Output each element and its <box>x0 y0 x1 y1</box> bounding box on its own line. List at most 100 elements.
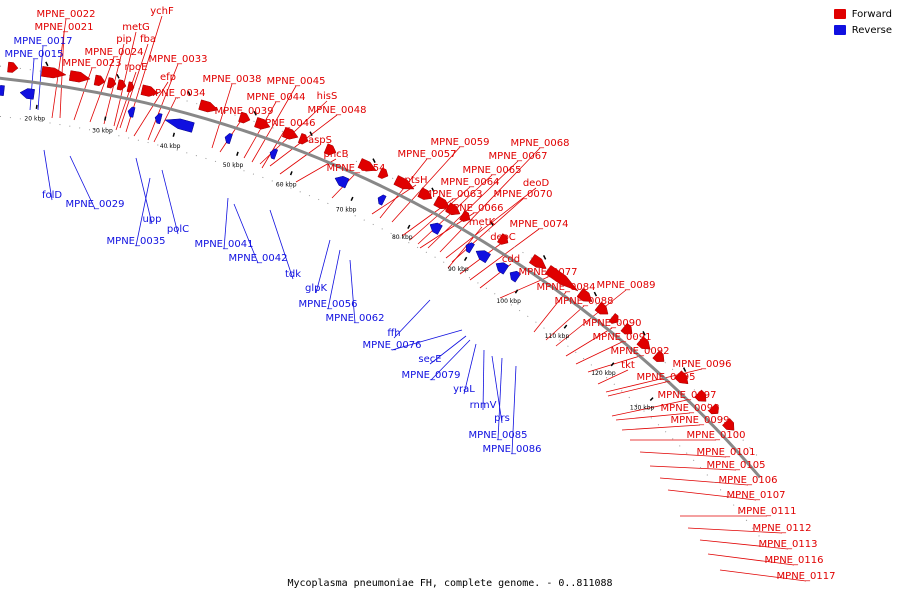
gene-label[interactable]: metK <box>469 217 496 228</box>
gene-feature[interactable] <box>19 88 35 100</box>
gene-label[interactable]: folD <box>42 190 62 201</box>
gene-label[interactable]: MPNE_0059 <box>431 137 490 148</box>
gene-feature[interactable] <box>445 202 461 216</box>
gene-labels[interactable]: MPNE_0022MPNE_0021MPNE_0023MPNE_0024pipm… <box>5 6 836 582</box>
gene-feature[interactable] <box>576 288 593 302</box>
gene-feature[interactable] <box>127 106 136 118</box>
gene-label[interactable]: MPNE_0088 <box>555 296 614 307</box>
gene-feature[interactable] <box>377 167 389 179</box>
gene-feature[interactable] <box>528 254 547 269</box>
gene-label[interactable]: MPNE_0099 <box>671 415 730 426</box>
gene-feature[interactable] <box>708 403 719 415</box>
gene-label[interactable]: ychF <box>150 6 174 17</box>
gene-label[interactable]: prs <box>494 413 510 424</box>
gene-feature[interactable] <box>269 148 279 160</box>
gene-feature[interactable] <box>475 250 491 264</box>
gene-feature[interactable] <box>433 195 451 210</box>
gene-label[interactable]: MPNE_0042 <box>229 253 288 264</box>
gene-label[interactable]: polC <box>167 224 189 235</box>
gene-feature[interactable] <box>281 126 299 140</box>
gene-label[interactable]: MPNE_0077 <box>519 267 578 278</box>
gene-label[interactable]: MPNE_0022 <box>37 9 96 20</box>
gene-label[interactable]: MPNE_0064 <box>441 177 500 188</box>
gene-feature[interactable] <box>224 133 233 145</box>
gene-feature[interactable] <box>636 336 651 350</box>
gene-label[interactable]: efp <box>160 72 176 83</box>
gene-feature[interactable] <box>694 389 707 402</box>
gene-label[interactable]: tkt <box>621 360 635 371</box>
gene-label[interactable]: MPNE_0067 <box>489 151 548 162</box>
gene-label[interactable]: MPNE_0015 <box>5 49 64 60</box>
gene-label[interactable]: MPNE_0117 <box>777 571 836 582</box>
gene-feature[interactable] <box>357 158 377 172</box>
gene-feature[interactable] <box>377 194 387 206</box>
gene-label[interactable]: MPNE_0111 <box>738 506 797 517</box>
gene-label[interactable]: MPNE_0034 <box>147 88 206 99</box>
gene-feature[interactable] <box>254 117 271 130</box>
legend-item-reverse[interactable]: Reverse <box>833 22 892 38</box>
gene-feature[interactable] <box>126 81 135 93</box>
gene-label[interactable]: MPNE_0024 <box>85 47 144 58</box>
gene-label[interactable]: MPNE_0089 <box>597 280 656 291</box>
gene-label[interactable]: MPNE_0106 <box>719 475 778 486</box>
gene-label[interactable]: upp <box>142 214 161 225</box>
gene-label[interactable]: secE <box>418 354 441 365</box>
gene-label[interactable]: MPNE_0038 <box>203 74 262 85</box>
gene-label[interactable]: ptsH <box>405 175 428 186</box>
gene-feature[interactable] <box>509 270 522 283</box>
gene-feature[interactable] <box>116 79 127 91</box>
gene-label[interactable]: deoD <box>523 178 550 189</box>
gene-feature[interactable] <box>68 70 91 83</box>
gene-label[interactable]: MPNE_0063 <box>424 189 483 200</box>
gene-label[interactable]: MPNE_0029 <box>66 199 125 210</box>
gene-label[interactable]: pncB <box>323 149 348 160</box>
gene-label[interactable]: MPNE_0017 <box>14 36 73 47</box>
gene-feature[interactable] <box>41 66 67 79</box>
legend-item-forward[interactable]: Forward <box>833 6 892 22</box>
gene-label[interactable]: MPNE_0113 <box>759 539 818 550</box>
gene-label[interactable]: MPNE_0116 <box>765 555 824 566</box>
gene-label[interactable]: MPNE_0090 <box>583 318 642 329</box>
gene-label[interactable]: MPNE_0084 <box>537 282 596 293</box>
gene-feature[interactable] <box>652 350 665 362</box>
gene-label[interactable]: yraL <box>453 384 475 395</box>
gene-label[interactable]: MPNE_0095 <box>637 372 696 383</box>
gene-feature[interactable] <box>594 301 609 315</box>
gene-label[interactable]: MPNE_0062 <box>326 313 385 324</box>
gene-feature[interactable] <box>106 77 117 89</box>
gene-feature[interactable] <box>297 132 309 145</box>
gene-label[interactable]: MPNE_0066 <box>445 203 504 214</box>
gene-label[interactable]: ffh <box>387 328 400 339</box>
gene-feature[interactable] <box>0 85 5 96</box>
gene-feature[interactable] <box>7 61 19 73</box>
gene-label[interactable]: MPNE_0074 <box>510 219 569 230</box>
gene-feature[interactable] <box>722 417 735 431</box>
gene-label[interactable]: rnmV <box>470 400 497 411</box>
gene-label[interactable]: MPNE_0057 <box>398 149 457 160</box>
gene-label[interactable]: MPNE_0041 <box>195 239 254 250</box>
gene-label[interactable]: MPNE_0023 <box>63 58 122 69</box>
gene-label[interactable]: MPNE_0105 <box>707 460 766 471</box>
gene-label[interactable]: metG <box>122 22 150 33</box>
gene-feature[interactable] <box>323 143 337 156</box>
gene-feature[interactable] <box>465 242 475 254</box>
gene-label[interactable]: rpoE <box>125 62 148 73</box>
gene-feature[interactable] <box>674 370 689 385</box>
gene-label[interactable]: MPNE_0048 <box>308 105 367 116</box>
gene-label[interactable]: MPNE_0101 <box>697 447 756 458</box>
gene-label[interactable]: MPNE_0056 <box>299 299 358 310</box>
gene-label[interactable]: MPNE_0054 <box>327 163 386 174</box>
gene-label[interactable]: MPNE_0046 <box>257 118 316 129</box>
gene-label[interactable]: MPNE_0044 <box>247 92 306 103</box>
gene-label[interactable]: MPNE_0079 <box>402 370 461 381</box>
gene-label[interactable]: MPNE_0107 <box>727 490 786 501</box>
gene-label[interactable]: MPNE_0039 <box>215 106 274 117</box>
gene-features[interactable] <box>0 61 735 431</box>
gene-label[interactable]: tdk <box>285 269 301 280</box>
gene-feature[interactable] <box>497 233 509 245</box>
gene-label[interactable]: MPNE_0085 <box>469 430 528 441</box>
gene-feature[interactable] <box>140 84 159 97</box>
gene-label[interactable]: MPNE_0070 <box>494 189 553 200</box>
gene-label[interactable]: MPNE_0068 <box>511 138 570 149</box>
